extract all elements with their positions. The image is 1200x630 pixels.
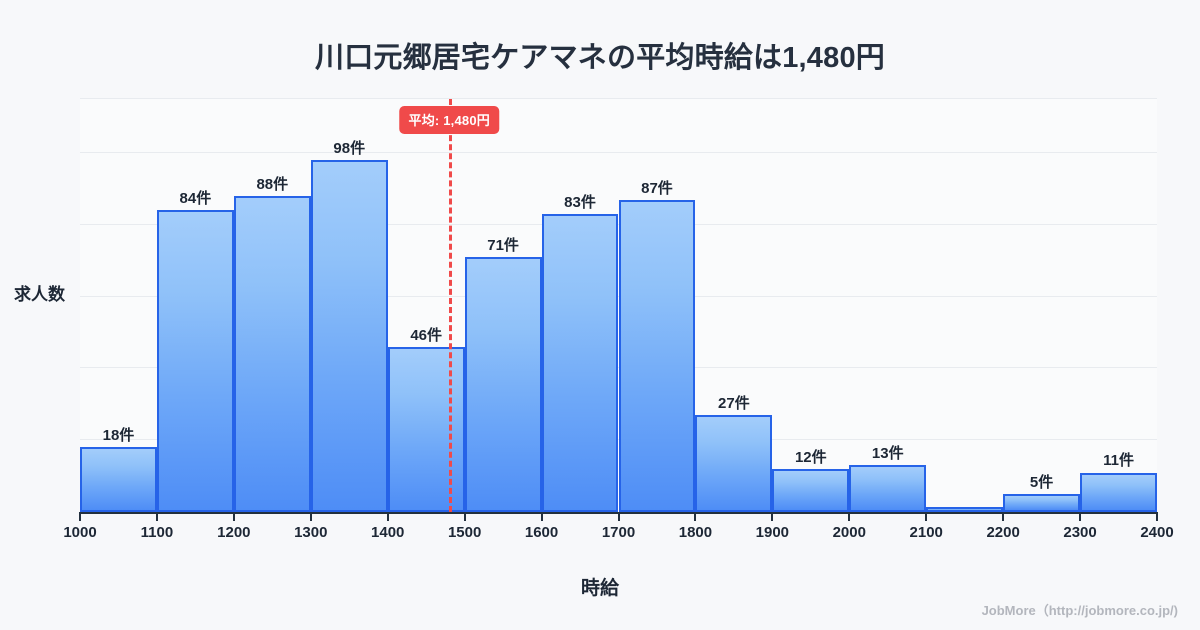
bar-value-label: 87件 (641, 179, 673, 197)
bar-value-label: 12件 (794, 448, 827, 466)
bar-value-label: 84件 (179, 190, 212, 208)
x-tick-label: 2300 (1063, 524, 1097, 541)
x-tick-label: 1300 (294, 524, 328, 541)
x-tick-mark (232, 512, 235, 521)
x-tick-mark (309, 512, 312, 521)
y-axis-label: 求人数 (14, 285, 65, 304)
gridline (80, 151, 1157, 153)
x-tick-label: 1100 (140, 524, 174, 541)
bar-value-label: 71件 (487, 237, 519, 255)
x-tick-label: 1900 (755, 524, 790, 541)
bar-value-label: 88件 (256, 175, 289, 193)
x-tick-mark (79, 512, 81, 521)
x-tick-mark (848, 512, 851, 521)
x-tick-label: 2400 (1140, 524, 1174, 541)
x-tick-mark (1079, 512, 1082, 521)
bar[interactable] (464, 257, 542, 512)
footer-credit: JobMore（http://jobmore.co.jp/) (981, 603, 1178, 618)
bar[interactable] (772, 468, 850, 512)
x-tick-mark (155, 512, 158, 521)
x-tick-label: 1400 (371, 524, 405, 541)
bar-value-label: 46件 (410, 326, 442, 344)
bar-value-label: 98件 (333, 140, 366, 158)
bar[interactable] (926, 507, 1004, 512)
bar[interactable] (387, 346, 465, 512)
bar[interactable] (1003, 494, 1081, 512)
bar[interactable] (541, 213, 619, 512)
x-axis-label: 時給 (580, 578, 619, 599)
bar-value-label: 13件 (871, 445, 904, 463)
x-tick-mark (386, 512, 389, 521)
bar[interactable] (695, 415, 773, 512)
x-tick-mark (540, 512, 543, 521)
bar[interactable] (849, 465, 927, 512)
bar[interactable] (1080, 472, 1157, 512)
average-badge: 平均: 1,480円 (399, 106, 499, 134)
x-tick-label: 1200 (217, 524, 251, 541)
x-tick-mark (463, 512, 466, 521)
bar[interactable] (80, 447, 157, 512)
bar-value-label: 27件 (718, 395, 750, 413)
page-title: 川口元郷居宅ケアマネの平均時給は1,480円 (315, 42, 885, 74)
x-tick-label: 2000 (832, 524, 866, 541)
x-tick-mark (1002, 512, 1005, 521)
x-tick-mark (771, 512, 774, 521)
x-tick-mark (617, 512, 620, 521)
x-tick-mark (694, 512, 697, 521)
x-tick-label: 2200 (986, 524, 1020, 541)
x-tick-mark (925, 512, 928, 521)
x-tick-label: 1700 (601, 524, 636, 541)
x-tick-label: 1000 (63, 524, 97, 541)
gridline (80, 98, 1157, 99)
bar-value-label: 18件 (102, 427, 135, 445)
bar[interactable] (310, 160, 388, 512)
bar-value-label: 5件 (1029, 474, 1054, 492)
average-line (449, 99, 453, 512)
bar[interactable] (618, 199, 696, 512)
bar[interactable] (233, 195, 311, 512)
x-tick-label: 1800 (678, 524, 713, 541)
plot-area (80, 98, 1157, 512)
bar-value-label: 83件 (564, 193, 596, 211)
bar[interactable] (156, 210, 234, 512)
x-tick-label: 1500 (447, 524, 482, 541)
x-tick-label: 2100 (909, 524, 943, 541)
x-tick-mark (1156, 512, 1158, 521)
bar-value-label: 11件 (1103, 452, 1134, 470)
x-tick-label: 1600 (524, 524, 559, 541)
